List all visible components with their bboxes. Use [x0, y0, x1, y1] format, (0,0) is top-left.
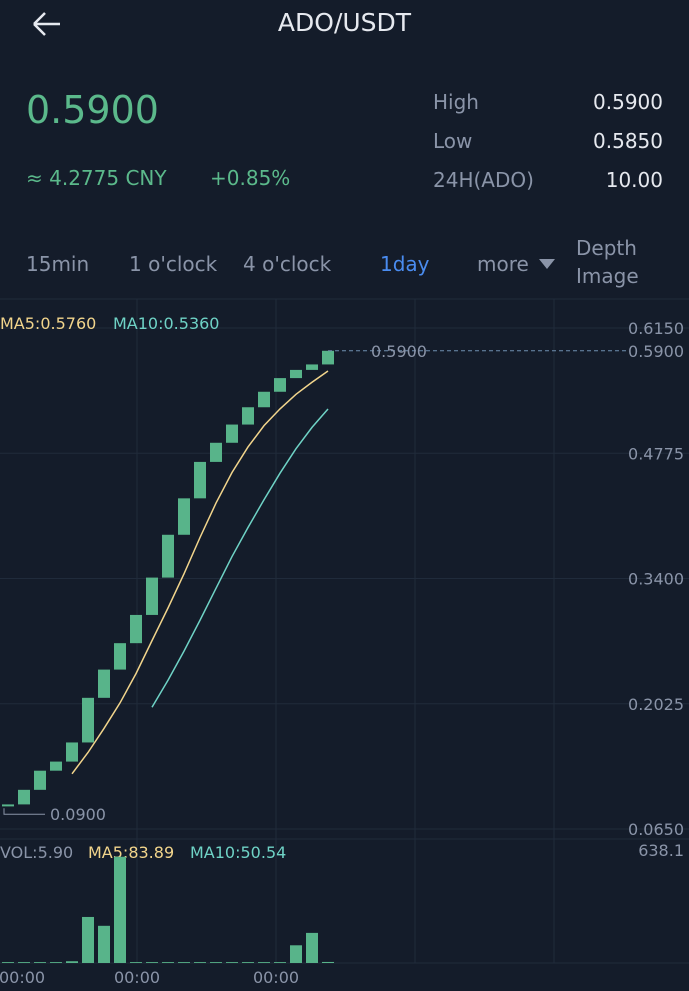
- volume-bar: [322, 961, 334, 963]
- volume-bar: [34, 962, 46, 963]
- candle: [18, 789, 30, 805]
- volume-bar: [98, 925, 110, 963]
- candle: [290, 369, 302, 379]
- volume-bar: [274, 962, 286, 963]
- candle: [306, 364, 318, 370]
- volume-bar: [50, 962, 62, 963]
- candle: [242, 407, 254, 425]
- y-tick-label: 0.3400: [628, 570, 684, 589]
- volume-bar: [178, 962, 190, 963]
- legend: MA5:83.89: [88, 843, 174, 862]
- y-tick-label: 0.2025: [628, 695, 684, 714]
- candle: [226, 424, 238, 443]
- candle: [162, 534, 174, 578]
- last-price-axis-label: 0.5900: [628, 342, 684, 361]
- legend: MA5:0.5760: [0, 314, 96, 333]
- candle: [146, 577, 158, 615]
- ma10-line: [151, 408, 329, 708]
- volume-bar: [242, 962, 254, 963]
- stat-value: 0.5900: [593, 90, 663, 114]
- tab[interactable]: more: [477, 250, 559, 278]
- tab[interactable]: 15min: [26, 252, 90, 276]
- legend: MA10:50.54: [190, 843, 286, 862]
- volume-bar: [130, 962, 142, 963]
- volume-bar: [82, 916, 94, 963]
- candle: [194, 461, 206, 499]
- volume-bar: [290, 945, 302, 963]
- legend: VOL:5.90: [0, 843, 73, 862]
- x-tick-label: 00:00: [253, 968, 299, 987]
- y-tick-label: 0.4775: [628, 444, 684, 463]
- dropdown-icon: [538, 259, 555, 269]
- change: +0.85%: [210, 166, 291, 190]
- ma5-line: [71, 370, 329, 775]
- volume-bar: [226, 962, 238, 963]
- volume-bar: [162, 962, 174, 963]
- cny-price: ≈ 4.2775 CNY: [26, 166, 167, 190]
- volume-bar: [2, 962, 14, 963]
- stat-label: High: [433, 90, 479, 114]
- candle: [178, 498, 190, 535]
- candle: [2, 804, 14, 807]
- stat-label: 24H(ADO): [433, 168, 534, 192]
- tab[interactable]: 1day: [380, 252, 430, 276]
- y-tick-label: 0.6150: [628, 319, 684, 338]
- candle: [210, 442, 222, 462]
- title: ADO/USDT: [277, 8, 412, 37]
- volume-bar: [114, 856, 126, 963]
- candle: [50, 761, 62, 771]
- tab[interactable]: 4 o'clock: [243, 252, 332, 276]
- candle: [82, 697, 94, 743]
- volume-bar: [18, 962, 30, 963]
- price: 0.5900: [26, 88, 159, 132]
- back-button[interactable]: [30, 10, 64, 40]
- candle: [258, 391, 270, 408]
- volume-bar: [210, 962, 222, 963]
- tab[interactable]: Depth Image: [576, 236, 639, 288]
- candle: [66, 742, 78, 762]
- min-price-label: 0.0900: [50, 805, 106, 824]
- x-tick-label: 00:00: [0, 968, 45, 987]
- y-tick-label: 0.0650: [628, 820, 684, 839]
- tab[interactable]: 1 o'clock: [129, 252, 218, 276]
- candle: [34, 770, 46, 790]
- candle: [322, 350, 334, 365]
- candle: [98, 669, 110, 698]
- volume-bar: [146, 962, 158, 963]
- candle: [114, 643, 126, 670]
- vol-tick-label: 638.1: [638, 841, 684, 860]
- stat-value: 0.5850: [593, 129, 663, 153]
- volume-bar: [66, 961, 78, 963]
- last-price-label: 0.5900: [371, 342, 427, 361]
- legend: MA10:0.5360: [113, 314, 219, 333]
- candle: [274, 378, 286, 392]
- stat-value: 10.00: [605, 168, 663, 192]
- min-price-marker: [3, 808, 45, 815]
- volume-bar: [306, 932, 318, 963]
- volume-bar: [258, 962, 270, 963]
- x-tick-label: 00:00: [114, 968, 160, 987]
- volume-bar: [194, 962, 206, 963]
- stat-label: Low: [433, 129, 473, 153]
- candle: [130, 614, 142, 644]
